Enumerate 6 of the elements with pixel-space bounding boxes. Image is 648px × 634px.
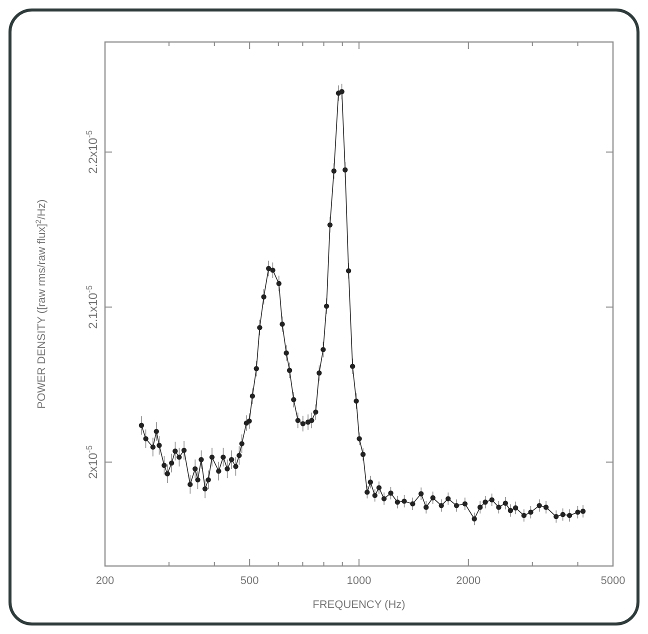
x-tick-label: 1000: [346, 575, 372, 587]
x-axis-title: FREQUENCY (Hz): [312, 599, 406, 611]
x-tick-label: 200: [96, 575, 114, 587]
x-tick-label: 500: [240, 575, 259, 587]
x-tick-label: 5000: [600, 575, 626, 587]
x-tick-label: 2000: [456, 575, 481, 587]
